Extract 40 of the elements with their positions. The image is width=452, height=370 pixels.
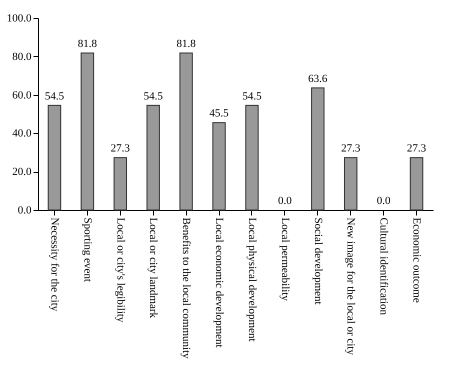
x-tick-label: Cultural identification bbox=[378, 218, 390, 316]
bar bbox=[245, 104, 259, 210]
x-tick-label: Local economic development bbox=[213, 218, 226, 348]
data-label: 0.0 bbox=[278, 195, 292, 207]
bar bbox=[212, 122, 226, 210]
bar bbox=[48, 104, 62, 210]
data-label: 27.3 bbox=[406, 142, 427, 155]
data-label: 81.8 bbox=[176, 38, 196, 50]
x-tick-label: Social development bbox=[312, 218, 324, 305]
data-label: 54.5 bbox=[144, 90, 164, 102]
bar bbox=[146, 104, 160, 210]
x-tick-label: Necessity for the city bbox=[48, 218, 60, 312]
y-tick-label: 20.0 bbox=[12, 166, 32, 178]
x-tick-label: Local or city landmark bbox=[147, 218, 160, 318]
data-label: 63.6 bbox=[308, 72, 328, 85]
data-label: 54.5 bbox=[242, 90, 262, 102]
x-tick-label: Benefits to the local community bbox=[180, 218, 192, 360]
data-label: 27.3 bbox=[110, 142, 130, 155]
x-tick-label: Local permeability bbox=[278, 218, 291, 302]
data-label: 54.5 bbox=[44, 90, 65, 102]
bar bbox=[410, 157, 424, 210]
bar bbox=[179, 52, 193, 210]
y-tick-label: 80.0 bbox=[12, 50, 32, 63]
y-tick-label: 0.0 bbox=[18, 204, 32, 216]
data-label: 81.8 bbox=[78, 38, 98, 50]
bar bbox=[311, 87, 325, 210]
bar bbox=[114, 157, 128, 210]
x-tick-label: Economic outcome bbox=[410, 218, 423, 303]
data-label: 0.0 bbox=[376, 195, 391, 207]
y-tick-label: 100.0 bbox=[6, 12, 32, 24]
x-tick-label: Sporting event bbox=[81, 218, 94, 282]
bar bbox=[344, 157, 358, 210]
x-tick-label: Local or city's legibility bbox=[114, 218, 126, 323]
x-tick-label: New image for the local or city bbox=[344, 218, 357, 356]
data-label: 45.5 bbox=[209, 108, 230, 120]
bar bbox=[80, 52, 94, 210]
data-label: 27.3 bbox=[341, 142, 361, 155]
y-tick-label: 60.0 bbox=[12, 89, 32, 102]
x-tick-label: Local physical development bbox=[246, 218, 258, 342]
y-tick-label: 40.0 bbox=[12, 128, 32, 140]
